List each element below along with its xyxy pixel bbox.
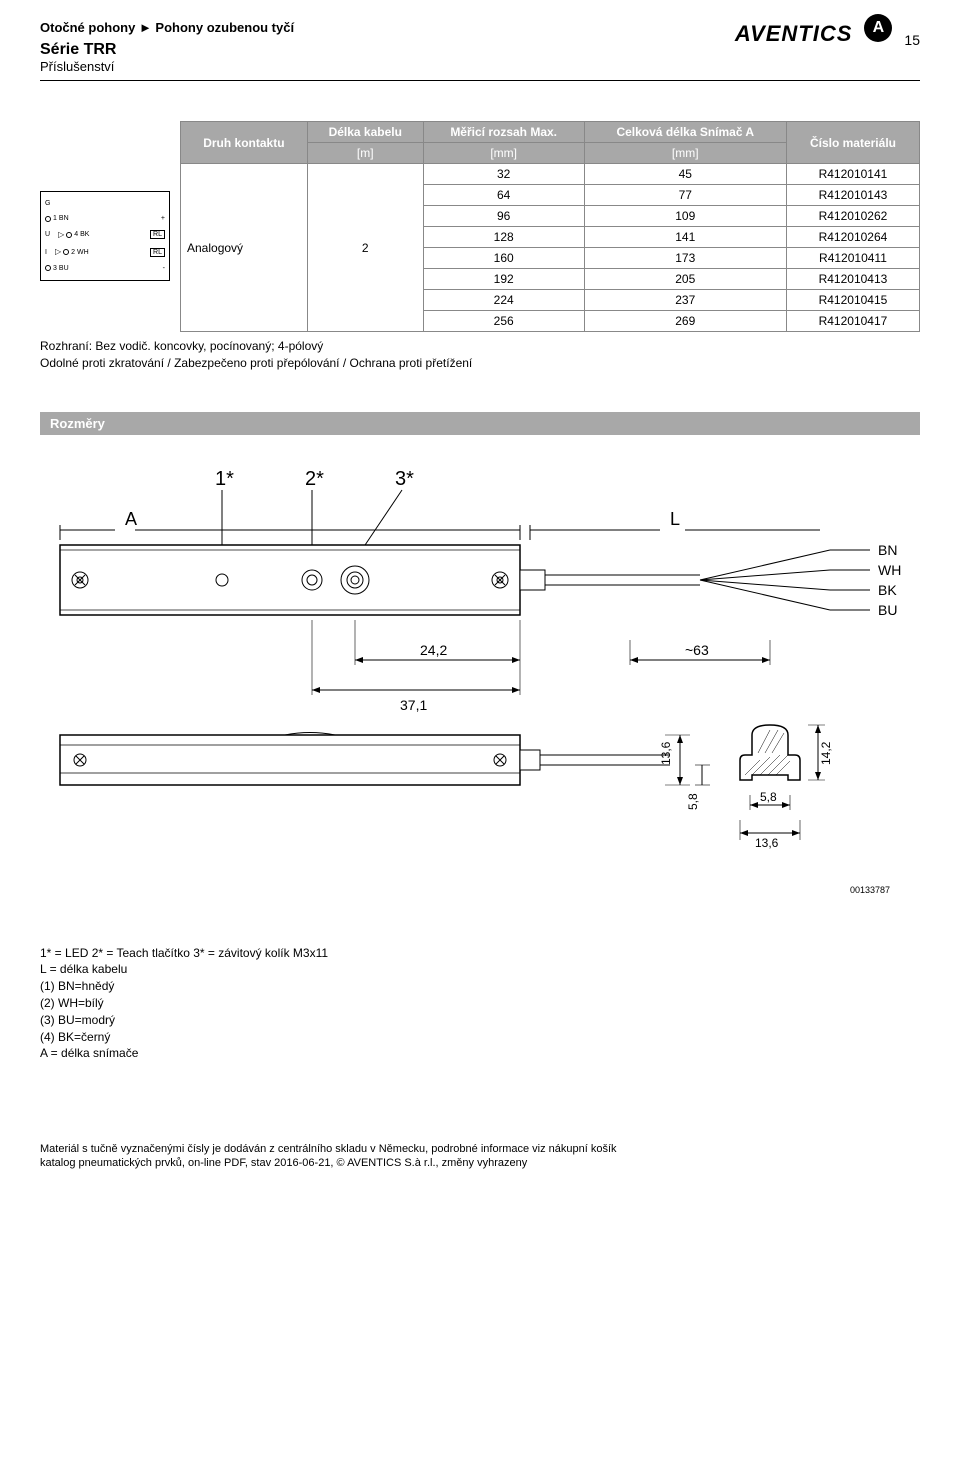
label-BU: BU xyxy=(878,602,897,618)
cell-len: 45 xyxy=(584,164,786,185)
dim-371: 37,1 xyxy=(400,697,427,713)
cell-mat: R412010415 xyxy=(786,290,919,311)
label-A: A xyxy=(125,509,137,529)
dim-136a: 13,6 xyxy=(659,741,673,765)
th-range: Měřicí rozsah Max. xyxy=(423,122,584,143)
label-WH: WH xyxy=(878,562,901,578)
th-contact-type: Druh kontaktu xyxy=(181,122,308,164)
drawing-legend: 1* = LED 2* = Teach tlačítko 3* = závito… xyxy=(40,945,920,1063)
legend-l2: L = délka kabelu xyxy=(40,961,920,978)
technical-drawing: 1* 2* 3* A L xyxy=(40,445,920,915)
page-header: Otočné pohony ► Pohony ozubenou tyčí Sér… xyxy=(40,20,920,81)
label-L: L xyxy=(670,509,680,529)
cell-mat: R412010417 xyxy=(786,311,919,332)
materials-table: Druh kontaktu Délka kabelu Měřicí rozsah… xyxy=(180,121,920,332)
cell-range: 32 xyxy=(423,164,584,185)
circuit-schematic: G 1BN+ U▷4BKRL I▷2WHRL 3BU- xyxy=(40,191,170,281)
cell-range: 224 xyxy=(423,290,584,311)
th-unit-mm1: [mm] xyxy=(423,143,584,164)
dim-63: ~63 xyxy=(685,642,709,658)
footer-l2: katalog pneumatických prvků, on-line PDF… xyxy=(40,1156,920,1170)
cell-cable-len: 2 xyxy=(307,164,423,332)
legend-l7: A = délka snímače xyxy=(40,1045,920,1062)
breadcrumb: Otočné pohony ► Pohony ozubenou tyčí xyxy=(40,20,735,35)
series-sub: Příslušenství xyxy=(40,59,735,74)
table-notes: Rozhraní: Bez vodič. koncovky, pocínovan… xyxy=(40,338,920,372)
cell-mat: R412010411 xyxy=(786,248,919,269)
cell-len: 269 xyxy=(584,311,786,332)
label-BK: BK xyxy=(878,582,897,598)
page-footer: Materiál s tučně vyznačenými čísly je do… xyxy=(40,1142,920,1171)
dim-142: 14,2 xyxy=(819,741,833,765)
th-material: Číslo materiálu xyxy=(786,122,919,164)
th-cable-len: Délka kabelu xyxy=(307,122,423,143)
th-total-len: Celková délka Snímač A xyxy=(584,122,786,143)
cell-range: 256 xyxy=(423,311,584,332)
cell-range: 96 xyxy=(423,206,584,227)
footer-l1: Materiál s tučně vyznačenými čísly je do… xyxy=(40,1142,920,1156)
label-BN: BN xyxy=(878,542,897,558)
brand-logo-icon: A xyxy=(864,14,892,42)
dim-136b: 13,6 xyxy=(755,836,779,850)
cell-range: 160 xyxy=(423,248,584,269)
dim-242: 24,2 xyxy=(420,642,447,658)
legend-l4: (2) WH=bílý xyxy=(40,995,920,1012)
cell-len: 109 xyxy=(584,206,786,227)
th-unit-m: [m] xyxy=(307,143,423,164)
cell-len: 77 xyxy=(584,185,786,206)
series-title: Série TRR xyxy=(40,41,735,59)
section-rozmery: Rozměry xyxy=(40,412,920,435)
page-number: 15 xyxy=(904,32,920,48)
cell-mat: R412010264 xyxy=(786,227,919,248)
cell-len: 173 xyxy=(584,248,786,269)
cell-range: 64 xyxy=(423,185,584,206)
dim-58b: 5,8 xyxy=(760,790,777,804)
cell-len: 237 xyxy=(584,290,786,311)
cell-len: 205 xyxy=(584,269,786,290)
dim-58a: 5,8 xyxy=(686,793,700,810)
legend-l5: (3) BU=modrý xyxy=(40,1012,920,1029)
th-unit-mm2: [mm] xyxy=(584,143,786,164)
cell-mat: R412010141 xyxy=(786,164,919,185)
cell-range: 128 xyxy=(423,227,584,248)
legend-l6: (4) BK=černý xyxy=(40,1029,920,1046)
legend-l3: (1) BN=hnědý xyxy=(40,978,920,995)
cell-mat: R412010262 xyxy=(786,206,919,227)
label-3star: 3* xyxy=(395,468,414,490)
legend-l1: 1* = LED 2* = Teach tlačítko 3* = závito… xyxy=(40,945,920,962)
note-line2: Odolné proti zkratování / Zabezpečeno pr… xyxy=(40,355,920,372)
label-1star: 1* xyxy=(215,468,234,490)
cell-len: 141 xyxy=(584,227,786,248)
brand-logo: AVENTICS xyxy=(735,21,853,46)
cell-contact-type: Analogový xyxy=(181,164,308,332)
note-line1: Rozhraní: Bez vodič. koncovky, pocínovan… xyxy=(40,338,920,355)
cell-mat: R412010413 xyxy=(786,269,919,290)
drawing-id: 00133787 xyxy=(50,885,910,895)
cell-range: 192 xyxy=(423,269,584,290)
cell-mat: R412010143 xyxy=(786,185,919,206)
label-2star: 2* xyxy=(305,468,324,490)
